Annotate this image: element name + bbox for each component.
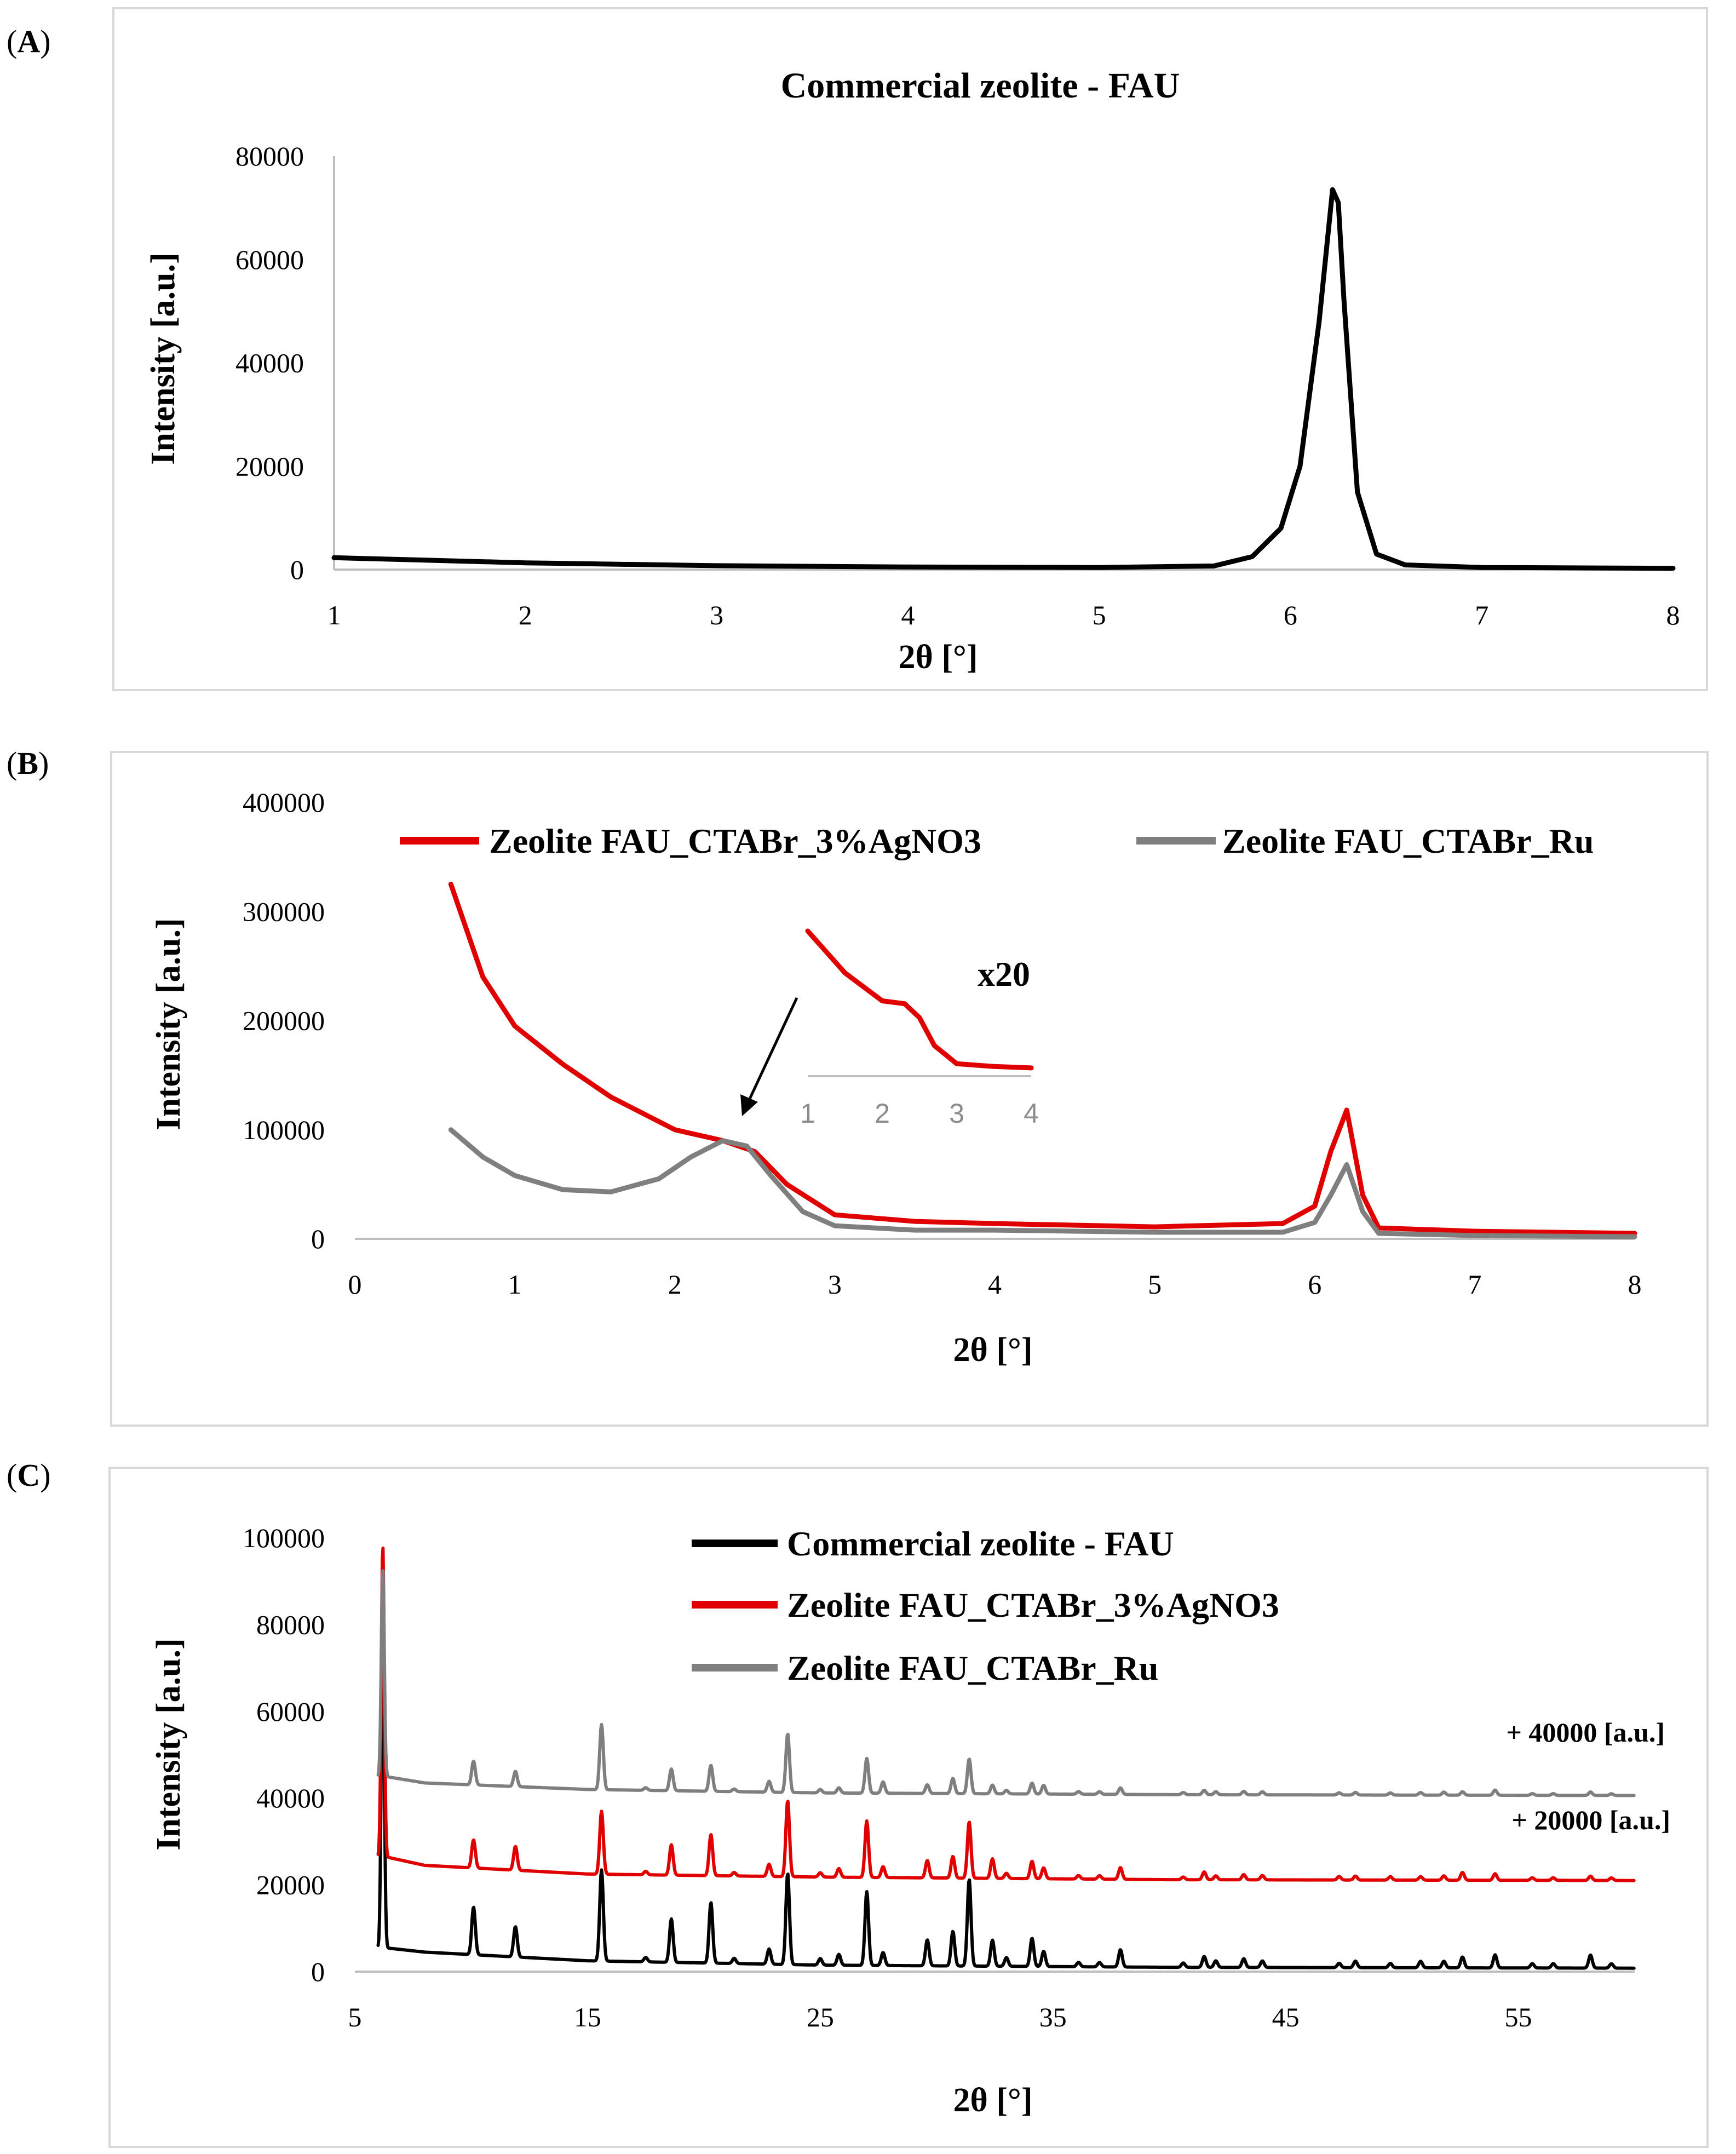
chart-a-plot: 1 2 3 4 5 6 7 8 0 20000 40000 60000 80000 xyxy=(235,141,1680,630)
chart-c-y-tick-label-2: 40000 xyxy=(256,1783,325,1813)
panel-letter-a: (A) xyxy=(7,24,51,59)
chart-b-xlabel: 2θ [°] xyxy=(953,1331,1033,1369)
panel-a-frame xyxy=(112,7,1708,691)
chart-a-x-tick-label-2: 3 xyxy=(710,600,723,630)
chart-a-title: Commercial zeolite - FAU xyxy=(781,66,1180,106)
chart-c-y-tick-label-5: 100000 xyxy=(243,1523,325,1553)
chart-a-x-tick-label-5: 6 xyxy=(1284,600,1297,630)
legend-b-label-gray: Zeolite FAU_CTABr_Ru xyxy=(1222,822,1594,860)
chart-b-y-tick-label-1: 100000 xyxy=(243,1115,325,1145)
chart-c-series-line-0 xyxy=(376,1620,1636,1970)
chart-a-x-tick-label-6: 7 xyxy=(1475,600,1488,630)
chart-a-series-line xyxy=(331,187,1676,571)
chart-b-ylabel: Intensity [a.u.] xyxy=(150,918,187,1130)
chart-c-y-tick-label-1: 20000 xyxy=(256,1870,325,1900)
chart-b-x-tick-label-1: 1 xyxy=(508,1269,522,1300)
chart-b-x-tick-label-3: 3 xyxy=(828,1269,842,1300)
chart-b-x-tick-label-0: 0 xyxy=(348,1269,362,1300)
chart-b-x-tick-label-7: 7 xyxy=(1468,1269,1481,1300)
chart-c-xlabel: 2θ [°] xyxy=(953,2082,1033,2119)
chart-a-y-tick-label-1: 20000 xyxy=(235,451,304,481)
inset-b-tick-label-3: 4 xyxy=(1024,1098,1039,1129)
chart-c-ylabel: Intensity [a.u.] xyxy=(150,1638,187,1851)
chart-c-x-tick-label-0: 5 xyxy=(348,2002,362,2032)
chart-c-x-tick-label-5: 55 xyxy=(1505,2002,1532,2032)
chart-b-y-tick-label-0: 0 xyxy=(311,1224,325,1254)
chart-b-y-tick-label-2: 200000 xyxy=(243,1006,325,1036)
chart-b-plot: 0 1 2 3 4 5 6 7 8 0 100000 200000 300000 400000 1 2 3 4 xyxy=(243,787,1642,1300)
chart-a-y-tick-label-0: 0 xyxy=(290,554,304,585)
chart-c-x-tick-label-3: 35 xyxy=(1039,2002,1067,2032)
chart-b-x-tick-label-2: 2 xyxy=(668,1269,682,1300)
annotation-offset-20000: + 20000 [a.u.] xyxy=(1511,1805,1670,1835)
chart-b-series-line-0 xyxy=(448,881,1637,1236)
inset-b-arrow xyxy=(746,997,798,1105)
chart-c-y-tick-label-4: 80000 xyxy=(256,1609,325,1640)
chart-a-x-tick-label-1: 2 xyxy=(519,600,532,630)
chart-c-series-line-2 xyxy=(376,1569,1636,1797)
chart-c-x-tick-label-4: 45 xyxy=(1272,2002,1300,2032)
chart-a-y-tick-label-2: 40000 xyxy=(235,348,304,378)
chart-b-x-tick-label-8: 8 xyxy=(1628,1269,1642,1300)
chart-a-xlabel: 2θ [°] xyxy=(899,639,978,676)
chart-b-x-tick-label-4: 4 xyxy=(988,1269,1002,1300)
chart-a-ylabel: Intensity [a.u.] xyxy=(145,252,182,465)
chart-a-x-tick-label-7: 8 xyxy=(1666,600,1680,630)
annotation-offset-40000: + 40000 [a.u.] xyxy=(1506,1717,1665,1748)
inset-b-series-line xyxy=(805,928,1034,1071)
chart-a-y-tick-label-4: 80000 xyxy=(235,141,304,171)
legend-c-label-red: Zeolite FAU_CTABr_3%AgNO3 xyxy=(787,1586,1279,1624)
chart-a-y-tick-label-3: 60000 xyxy=(235,244,304,275)
chart-b-y-tick-label-3: 300000 xyxy=(243,896,325,927)
chart-c-y-tick-label-0: 0 xyxy=(311,1956,325,1987)
chart-c-x-tick-label-2: 25 xyxy=(807,2002,834,2032)
chart-a-x-tick-label-4: 5 xyxy=(1093,600,1106,630)
legend-c-label-black: Commercial zeolite - FAU xyxy=(787,1524,1174,1563)
inset-b-tick-label-1: 2 xyxy=(875,1098,890,1129)
inset-b-tick-label-2: 3 xyxy=(949,1098,964,1129)
panel-c-frame xyxy=(108,1467,1709,2148)
inset-b-magnification: x20 xyxy=(978,955,1030,993)
inset-b-arrowhead xyxy=(740,1094,758,1116)
chart-c-series-line-1 xyxy=(376,1546,1636,1882)
chart-c-plot: 5 15 25 35 45 55 0 20000 40000 60000 80000 100000 xyxy=(243,1523,1636,2032)
chart-a-x-tick-label-0: 1 xyxy=(327,600,341,630)
chart-b-x-tick-label-6: 6 xyxy=(1308,1269,1321,1300)
chart-c-x-tick-label-1: 15 xyxy=(574,2002,601,2032)
panel-letter-c: (C) xyxy=(7,1457,51,1493)
chart-b-series-line-1 xyxy=(448,1127,1637,1239)
chart-c-y-tick-label-3: 60000 xyxy=(256,1696,325,1727)
inset-b-tick-label-0: 1 xyxy=(800,1098,815,1129)
panel-b-frame xyxy=(110,751,1709,1427)
chart-a-x-tick-label-3: 4 xyxy=(901,600,915,630)
chart-b-x-tick-label-5: 5 xyxy=(1148,1269,1162,1300)
chart-b-y-tick-label-4: 400000 xyxy=(243,787,325,818)
panel-letter-b: (B) xyxy=(7,745,49,781)
legend-c-label-gray: Zeolite FAU_CTABr_Ru xyxy=(787,1648,1158,1687)
legend-b-label-red: Zeolite FAU_CTABr_3%AgNO3 xyxy=(489,822,981,860)
